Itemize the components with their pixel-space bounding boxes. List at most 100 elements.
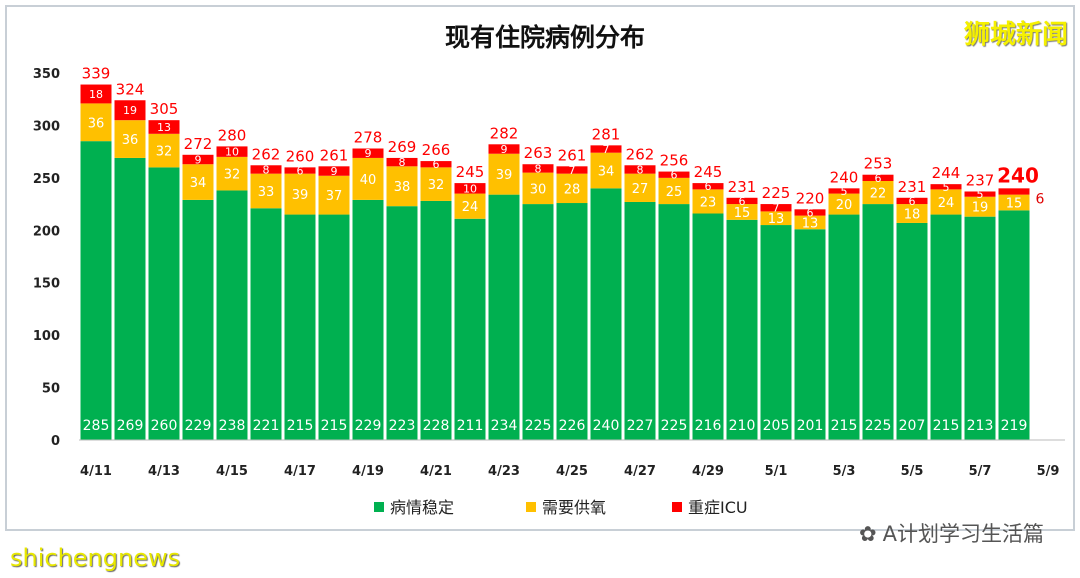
total-value-label: 231 <box>898 178 927 196</box>
bar-segment <box>386 206 418 440</box>
segment-value-label: 33 <box>258 185 275 200</box>
bar-segment <box>114 100 146 121</box>
segment-value-label: 15 <box>1006 196 1023 211</box>
segment-value-label: 6 <box>1036 191 1045 207</box>
total-value-label: 282 <box>490 124 519 142</box>
segment-value-label: 22 <box>870 187 887 202</box>
bar-segment <box>998 194 1030 211</box>
bar-segment <box>318 166 350 176</box>
bar-segment <box>624 201 656 440</box>
bar-segment <box>828 188 860 194</box>
total-value-label: 262 <box>252 145 281 163</box>
bar-segment <box>658 171 690 178</box>
segment-value-label: 5 <box>841 185 848 198</box>
segment-value-label: 39 <box>496 168 513 183</box>
bar-segment <box>930 189 962 215</box>
segment-value-label: 5 <box>943 181 950 194</box>
total-value-label: 324 <box>116 80 145 98</box>
segment-value-label: 28 <box>564 182 581 197</box>
segment-value-label: 216 <box>695 418 722 434</box>
segment-value-label: 9 <box>195 154 202 167</box>
bar-segment <box>386 166 418 207</box>
y-tick-label: 50 <box>42 382 60 397</box>
bar-segment <box>692 189 724 214</box>
y-tick-label: 200 <box>33 224 60 239</box>
bar-segment <box>80 141 112 440</box>
bar-5/8: 219 15 6 240 <box>997 163 1045 440</box>
bar-segment <box>556 166 588 174</box>
segment-value-label: 219 <box>1001 418 1028 434</box>
legend-label: 病情稳定 <box>390 498 454 517</box>
x-tick-label: 5/9 <box>1037 464 1060 479</box>
y-axis: 0 50 100 150 200 250 300 350 <box>33 67 60 449</box>
bar-segment <box>488 153 520 195</box>
brand-watermark-bottom: shichengnews <box>10 544 181 572</box>
x-tick-label: 4/21 <box>420 464 452 479</box>
segment-value-label: 225 <box>865 418 892 434</box>
segment-value-label: 234 <box>491 418 518 434</box>
bar-segment <box>522 172 554 205</box>
segment-value-label: 7 <box>569 164 576 177</box>
x-tick-label: 5/1 <box>765 464 788 479</box>
bar-segment <box>726 197 758 205</box>
bar-segment <box>658 204 690 440</box>
total-value-label: 272 <box>184 135 213 153</box>
bar-segment <box>114 157 146 441</box>
total-value-label: 244 <box>932 164 961 182</box>
bars: 2853618339269361932426032133052293492722… <box>80 65 1045 441</box>
legend-label: 重症ICU <box>688 498 748 517</box>
segment-value-label: 19 <box>972 201 989 216</box>
bar-segment <box>658 177 690 205</box>
segment-value-label: 6 <box>807 206 814 219</box>
segment-value-label: 211 <box>457 418 484 434</box>
x-tick-label: 4/25 <box>556 464 588 479</box>
y-tick-label: 100 <box>33 329 60 344</box>
bar-segment <box>862 181 894 205</box>
segment-value-label: 207 <box>899 418 926 434</box>
y-tick-label: 150 <box>33 277 60 292</box>
bar-segment <box>250 208 282 440</box>
bar-segment <box>624 165 656 174</box>
segment-value-label: 6 <box>297 165 304 178</box>
bar-segment <box>590 188 622 440</box>
bar-segment <box>182 199 214 440</box>
bar-segment <box>726 204 758 220</box>
segment-value-label: 5 <box>977 188 984 201</box>
bar-segment <box>114 120 146 158</box>
bar-segment <box>420 167 452 201</box>
segment-value-label: 215 <box>321 418 348 434</box>
segment-value-label: 32 <box>156 145 173 160</box>
x-tick-label: 4/27 <box>624 464 656 479</box>
segment-value-label: 6 <box>909 195 916 208</box>
bar-segment <box>420 200 452 440</box>
bar-segment <box>522 164 554 173</box>
legend-swatch <box>672 502 682 512</box>
y-tick-label: 350 <box>33 67 60 82</box>
bar-segment <box>930 214 962 440</box>
bar-segment <box>454 218 486 440</box>
segment-value-label: 221 <box>253 418 280 434</box>
bar-segment <box>148 120 180 134</box>
bar-segment <box>998 210 1030 440</box>
y-tick-label: 300 <box>33 119 60 134</box>
bar-segment <box>352 157 384 200</box>
segment-value-label: 27 <box>632 182 649 197</box>
bar-segment <box>794 215 826 230</box>
segment-value-label: 201 <box>797 418 824 434</box>
bar-segment <box>556 173 588 204</box>
segment-value-label: 240 <box>593 418 620 434</box>
bar-segment <box>216 146 248 157</box>
total-value-label: 240 <box>997 163 1039 187</box>
